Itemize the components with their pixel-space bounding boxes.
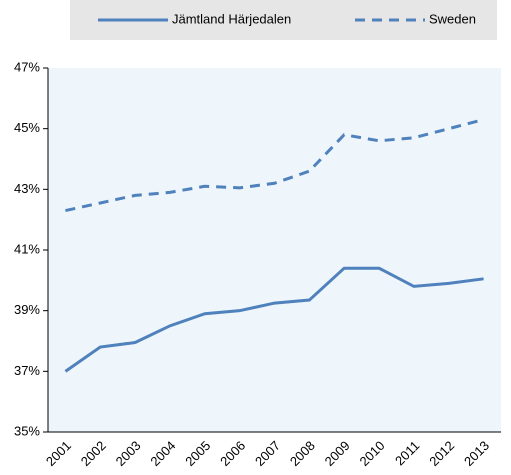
y-tick-label: 35% [14,423,40,438]
x-tick-label: 2001 [43,438,74,469]
y-tick-label: 37% [14,363,40,378]
y-tick-label: 43% [14,181,40,196]
x-tick-label: 2012 [426,438,457,469]
x-tick-label: 2002 [78,438,109,469]
x-tick-label: 2010 [357,438,388,469]
x-tick-label: 2003 [113,438,144,469]
x-tick-label: 2009 [322,438,353,469]
y-tick-label: 45% [14,120,40,135]
legend-label: Sweden [429,11,476,26]
series-line [65,118,484,213]
legend-label: Jämtland Härjedalen [172,11,291,26]
x-tick-label: 2004 [147,438,178,469]
x-tick-label: 2005 [182,438,213,469]
x-tick-label: 2008 [287,438,318,469]
x-tick-label: 2007 [252,438,283,469]
y-tick-label: 47% [14,59,40,74]
x-tick-label: 2013 [461,438,492,469]
y-tick-label: 39% [14,302,40,317]
x-tick-label: 2011 [392,438,422,468]
plot-area [48,68,501,432]
series-line [64,266,484,373]
y-tick-label: 41% [14,241,40,256]
x-tick-label: 2006 [217,438,248,469]
